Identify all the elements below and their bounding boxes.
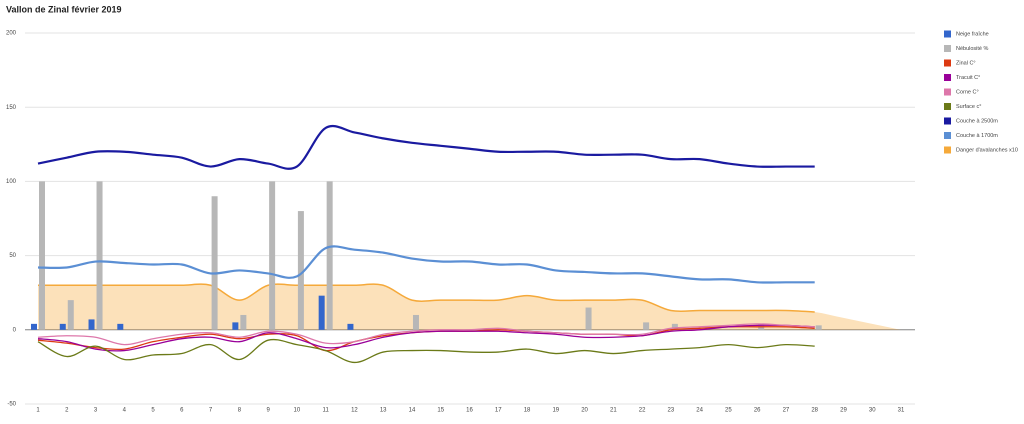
x-tick-label: 9 bbox=[266, 408, 270, 414]
bar bbox=[585, 307, 592, 330]
area bbox=[38, 284, 901, 330]
bar bbox=[269, 181, 276, 330]
x-tick-label: 5 bbox=[151, 408, 155, 414]
x-tick-label: 15 bbox=[437, 408, 444, 414]
y-tick-label: 50 bbox=[9, 253, 16, 259]
legend-swatch bbox=[944, 74, 951, 81]
x-tick-label: 3 bbox=[94, 408, 98, 414]
legend-label: Surface c° bbox=[956, 104, 981, 110]
x-tick-label: 17 bbox=[495, 408, 502, 414]
x-tick-label: 13 bbox=[380, 408, 387, 414]
x-tick-label: 28 bbox=[811, 408, 818, 414]
legend-swatch bbox=[944, 59, 951, 67]
bar bbox=[318, 295, 325, 330]
x-tick-label: 31 bbox=[898, 408, 905, 414]
legend-label: Couche à 2500m bbox=[956, 118, 998, 124]
x-tick-label: 2 bbox=[65, 408, 69, 414]
bar bbox=[815, 325, 822, 330]
bar bbox=[117, 323, 124, 330]
area-line bbox=[38, 283, 815, 313]
x-tick-label: 19 bbox=[552, 408, 559, 414]
legend-swatch bbox=[944, 117, 951, 125]
bar bbox=[240, 314, 247, 330]
line bbox=[37, 338, 815, 364]
legend-label: Danger d'avalanches x10 bbox=[956, 147, 1018, 153]
x-tick-label: 25 bbox=[725, 408, 732, 414]
legend-swatch bbox=[944, 45, 951, 52]
legend-label: Zinal C° bbox=[956, 60, 976, 66]
bar bbox=[326, 181, 333, 330]
bar bbox=[211, 196, 218, 330]
x-tick-label: 24 bbox=[696, 408, 703, 414]
line bbox=[37, 324, 815, 352]
legend-label: Neige fraîche bbox=[956, 31, 989, 37]
x-tick-label: 7 bbox=[209, 408, 213, 414]
legend-swatch bbox=[944, 103, 951, 110]
x-tick-label: 18 bbox=[524, 408, 531, 414]
chart-title: Vallon de Zinal février 2019 bbox=[6, 4, 122, 14]
x-tick-label: 26 bbox=[754, 408, 761, 414]
x-tick-label: 8 bbox=[238, 408, 242, 414]
y-tick-label: 100 bbox=[6, 179, 17, 185]
bar bbox=[67, 300, 74, 330]
bar bbox=[39, 181, 45, 330]
x-tick-label: 4 bbox=[123, 408, 127, 414]
x-tick-label: 27 bbox=[783, 408, 790, 414]
legend-label: Nébulosité % bbox=[956, 46, 989, 52]
x-tick-label: 10 bbox=[294, 408, 301, 414]
x-tick-label: 20 bbox=[581, 408, 588, 414]
bar bbox=[412, 314, 419, 330]
y-tick-label: 0 bbox=[13, 327, 17, 333]
bar bbox=[671, 323, 678, 330]
bar bbox=[347, 323, 354, 330]
x-tick-label: 30 bbox=[869, 408, 876, 414]
x-tick-label: 12 bbox=[351, 408, 358, 414]
x-tick-label: 11 bbox=[323, 408, 330, 414]
x-tick-label: 14 bbox=[409, 408, 416, 414]
legend-swatch bbox=[944, 146, 951, 154]
x-tick-label: 1 bbox=[36, 408, 40, 414]
legend-label: Couche à 1700m bbox=[956, 133, 998, 139]
x-tick-label: 6 bbox=[180, 408, 184, 414]
legend-swatch bbox=[944, 132, 951, 139]
legend-swatch bbox=[944, 30, 951, 38]
x-tick-label: 22 bbox=[639, 408, 646, 414]
x-tick-label: 29 bbox=[840, 408, 847, 414]
bar bbox=[96, 181, 103, 330]
legend-swatch bbox=[944, 88, 951, 96]
x-tick-label: 16 bbox=[466, 408, 473, 414]
x-tick-label: 21 bbox=[610, 408, 617, 414]
line bbox=[37, 245, 815, 284]
legend-label: Corne C° bbox=[956, 89, 979, 95]
bar bbox=[232, 322, 239, 330]
x-tick-label: 23 bbox=[668, 408, 675, 414]
y-tick-label: 150 bbox=[6, 105, 17, 111]
line bbox=[37, 124, 815, 170]
legend-label: Tracuit C° bbox=[956, 75, 980, 81]
line bbox=[37, 323, 815, 346]
bar bbox=[643, 322, 650, 330]
y-tick-label: 200 bbox=[6, 31, 17, 37]
bar bbox=[31, 323, 37, 330]
bar bbox=[88, 319, 95, 330]
bar bbox=[297, 211, 304, 330]
bar bbox=[59, 323, 66, 330]
y-tick-label: -50 bbox=[7, 402, 16, 408]
